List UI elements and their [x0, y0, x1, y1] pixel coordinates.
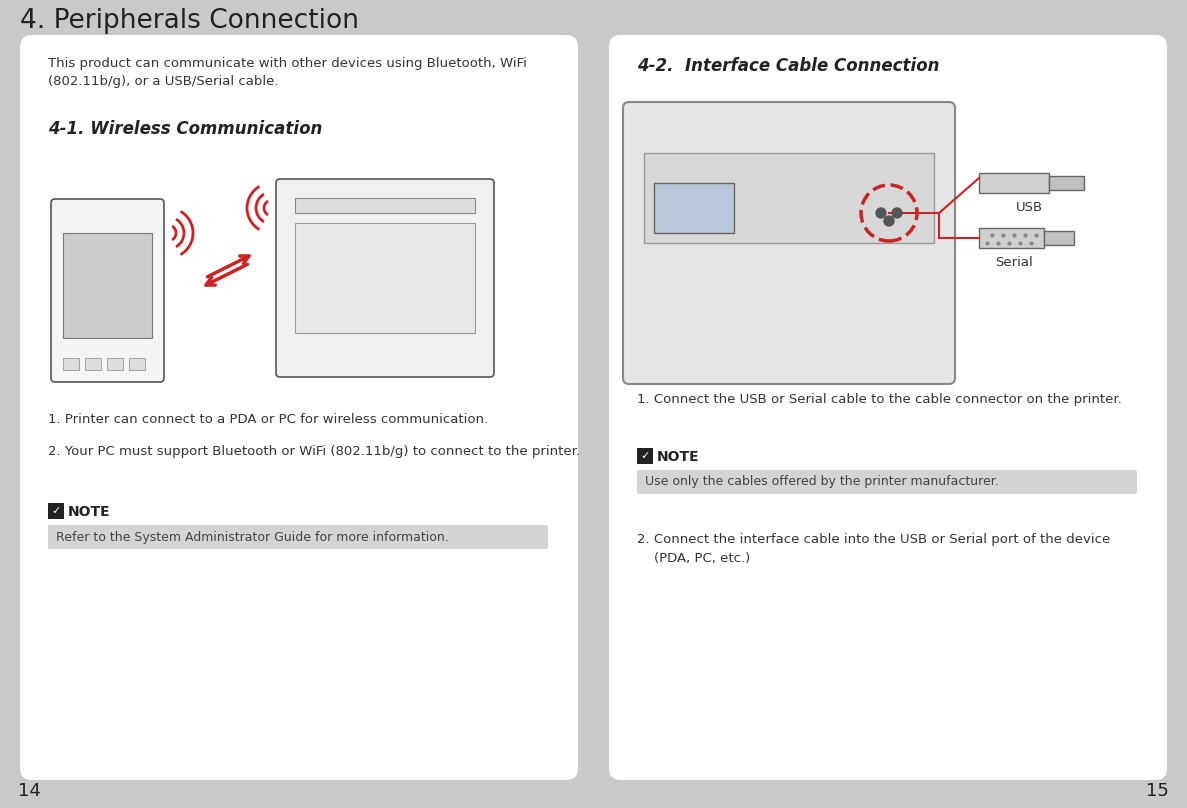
Bar [1045, 231, 1074, 245]
Bar [296, 198, 475, 213]
Bar [654, 183, 734, 233]
Text: 4-2.  Interface Cable Connection: 4-2. Interface Cable Connection [637, 57, 939, 75]
Text: 2. Your PC must support Bluetooth or WiFi (802.11b/g) to connect to the printer.: 2. Your PC must support Bluetooth or WiF… [47, 445, 580, 458]
Text: USB: USB [1015, 201, 1042, 214]
Bar [47, 503, 64, 519]
Bar [129, 358, 145, 370]
Bar [107, 358, 123, 370]
Text: 1. Printer can connect to a PDA or PC for wireless communication.: 1. Printer can connect to a PDA or PC fo… [47, 413, 488, 426]
FancyBboxPatch shape [47, 525, 548, 549]
Bar [63, 358, 80, 370]
Bar [979, 228, 1045, 248]
Bar [296, 223, 475, 333]
FancyBboxPatch shape [277, 179, 494, 377]
Text: Refer to the System Administrator Guide for more information.: Refer to the System Administrator Guide … [56, 531, 449, 544]
Text: This product can communicate with other devices using Bluetooth, WiFi
(802.11b/g: This product can communicate with other … [47, 57, 527, 88]
Text: 4-1. Wireless Communication: 4-1. Wireless Communication [47, 120, 323, 138]
Bar [85, 358, 101, 370]
FancyBboxPatch shape [51, 199, 164, 382]
Bar [637, 448, 653, 464]
Bar [63, 233, 152, 338]
Text: 4. Peripherals Connection: 4. Peripherals Connection [20, 8, 358, 34]
Text: ✓: ✓ [640, 451, 649, 461]
Circle shape [891, 208, 902, 218]
Bar [979, 173, 1049, 193]
Text: NOTE: NOTE [68, 505, 110, 519]
Text: 15: 15 [1147, 782, 1169, 800]
Text: 1. Connect the USB or Serial cable to the cable connector on the printer.: 1. Connect the USB or Serial cable to th… [637, 393, 1122, 406]
Circle shape [884, 216, 894, 226]
FancyBboxPatch shape [20, 35, 578, 780]
Text: 14: 14 [18, 782, 40, 800]
FancyBboxPatch shape [623, 102, 956, 384]
Text: Use only the cables offered by the printer manufacturer.: Use only the cables offered by the print… [645, 475, 998, 489]
Text: NOTE: NOTE [656, 450, 699, 464]
Text: ✓: ✓ [51, 506, 61, 516]
Text: 2. Connect the interface cable into the USB or Serial port of the device
    (PD: 2. Connect the interface cable into the … [637, 533, 1110, 565]
Circle shape [876, 208, 886, 218]
Bar [1049, 176, 1084, 190]
FancyBboxPatch shape [609, 35, 1167, 780]
Bar [645, 153, 934, 243]
FancyBboxPatch shape [637, 470, 1137, 494]
Text: Serial: Serial [995, 256, 1033, 269]
